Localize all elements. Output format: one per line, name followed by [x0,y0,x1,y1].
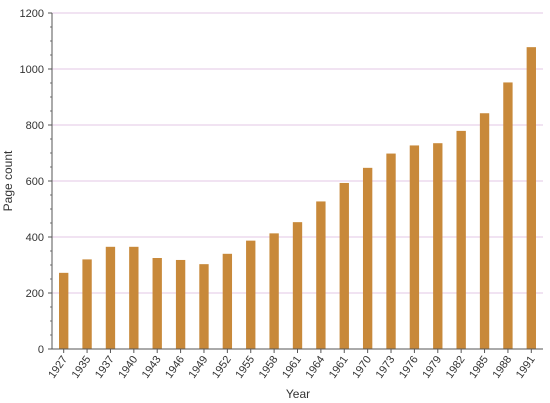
bar-1991 [526,47,536,349]
bar-1973 [386,153,396,349]
bar-1952 [222,253,233,349]
bar-1982 [456,130,466,349]
x-tick-label: 1952 [210,354,234,381]
x-tick-label: 1970 [350,354,374,381]
x-axis-title: Year [286,387,310,401]
bar-1949 [199,264,209,349]
x-tick-label: 1982 [444,354,468,381]
x-tick-label: 1955 [233,354,257,381]
bar-1970 [362,167,373,349]
x-tick-label: 1935 [70,354,94,381]
bar-1961 [292,222,303,349]
x-axis-ticks: 1927 1935 1937 1940 1943 1946 1949 1952 1955 1958… [46,349,538,381]
bar-1937 [105,246,116,349]
x-tick-label: 1961 [280,354,304,381]
x-tick-label: 1988 [491,354,515,381]
bar-1985 [479,113,490,350]
bar-1955 [246,240,256,349]
y-tick-label: 1200 [20,8,44,20]
bars [59,47,536,350]
bar-1976 [409,145,420,349]
x-tick-label: 1927 [46,354,70,381]
y-axis-title: Page count [1,150,15,211]
y-tick-label: 800 [26,120,44,132]
y-tick-label: 200 [26,288,44,300]
x-tick-label: 1961 [327,354,351,381]
bar-1927 [59,272,69,349]
x-tick-label: 1949 [187,354,211,381]
x-tick-label: 1937 [93,354,117,381]
bar-1958 [269,233,279,349]
bar-1946 [175,259,186,349]
x-tick-label: 1976 [397,354,421,381]
bar-1988 [503,82,513,349]
x-tick-label: 1940 [116,354,140,381]
bar-1935 [82,259,92,349]
x-tick-label: 1943 [140,354,164,381]
bar-1961 [339,182,349,349]
x-tick-label: 1973 [374,354,398,381]
bar-1964 [316,201,326,349]
y-tick-label: 1000 [20,64,44,76]
x-tick-label: 1958 [257,354,281,381]
bar-1979 [433,143,443,349]
y-tick-label: 400 [26,232,44,244]
y-axis-ticks: 0 200 400 600 800 1000 1200 [20,8,52,356]
y-tick-label: 600 [26,176,44,188]
x-tick-label: 1979 [420,354,444,381]
bar-1943 [152,258,162,349]
x-tick-label: 1991 [514,354,538,381]
bar-1940 [129,246,139,349]
x-tick-label: 1964 [303,354,327,381]
y-tick-label: 0 [38,344,44,356]
x-tick-label: 1985 [467,354,491,381]
x-tick-label: 1946 [163,354,187,381]
